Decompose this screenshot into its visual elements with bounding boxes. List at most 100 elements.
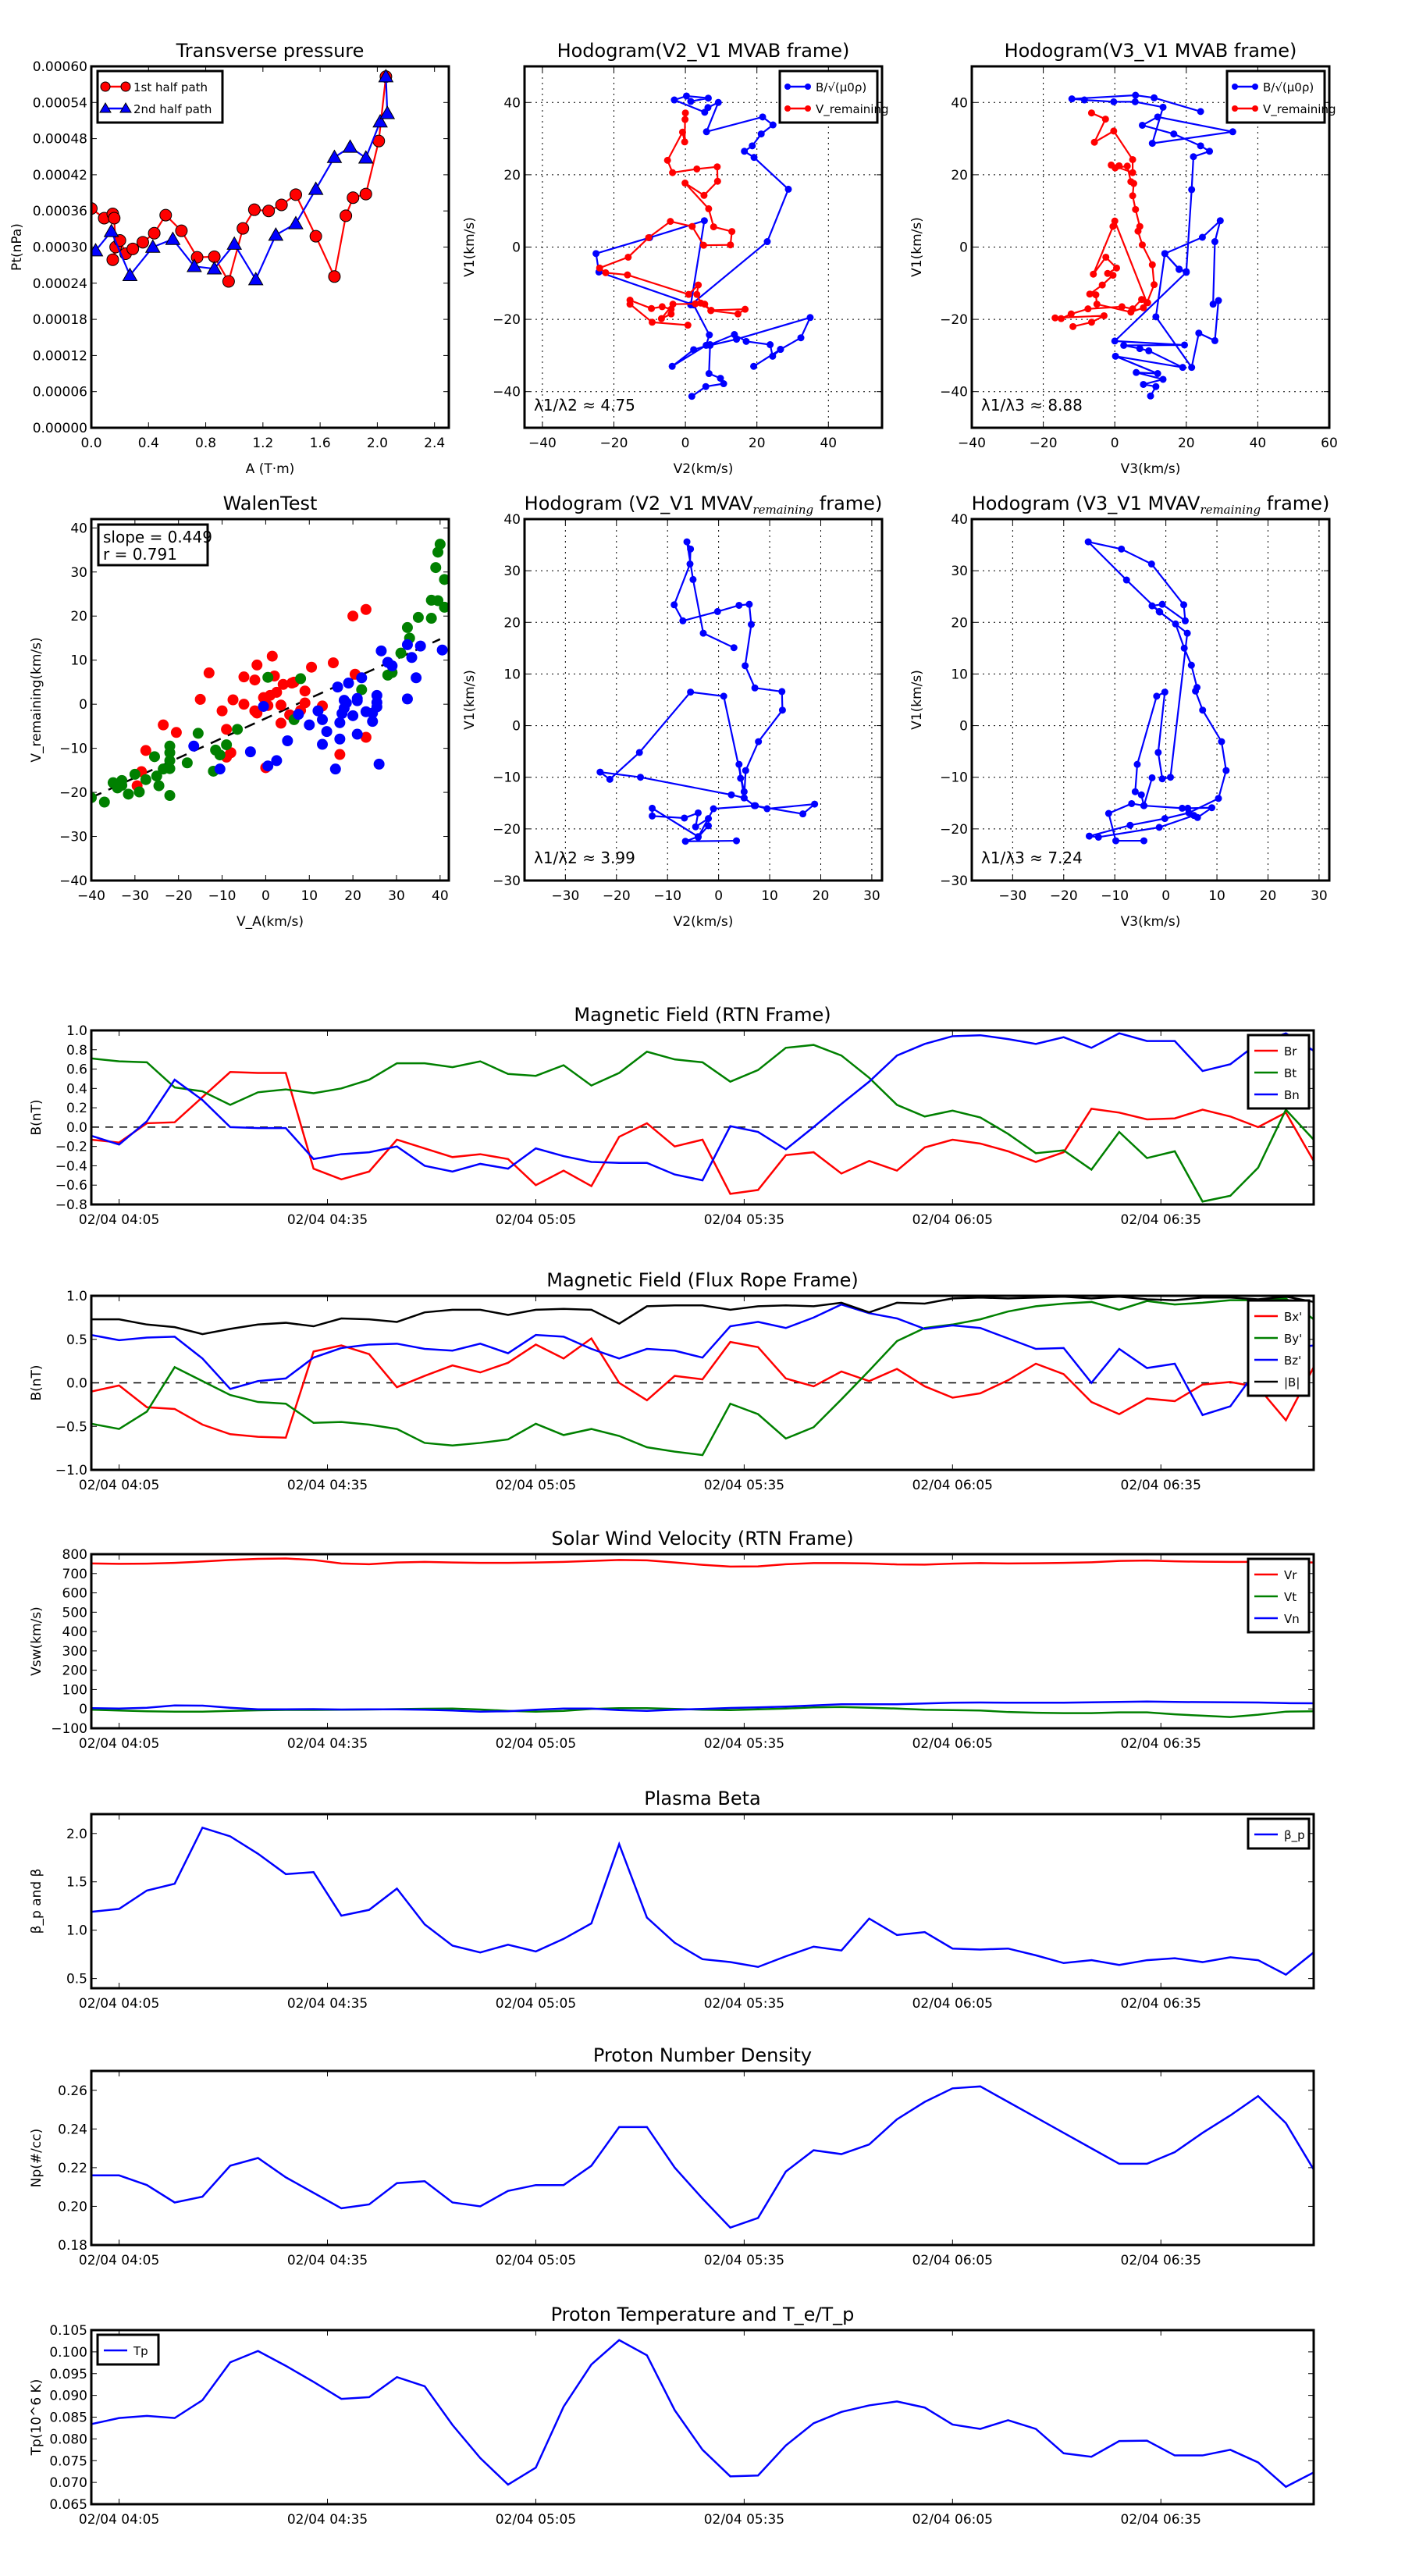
xtick-label: 02/04 05:35 (704, 2253, 784, 2268)
data-point (401, 693, 413, 705)
ytick-label: 0 (959, 719, 968, 735)
data-point (690, 346, 698, 354)
data-point (91, 792, 97, 803)
data-point (262, 671, 274, 683)
data-point (750, 362, 758, 370)
data-point (327, 657, 339, 669)
data-point (669, 301, 677, 308)
chart-title: Hodogram (V2_V1 MVAVremaining frame) (525, 493, 883, 517)
data-point (1180, 644, 1188, 652)
legend-label: Vr (1284, 1568, 1297, 1582)
data-point (1137, 791, 1145, 799)
xtick-label: 02/04 06:35 (1121, 1478, 1201, 1493)
data-point (1215, 795, 1222, 802)
data-point (275, 198, 288, 212)
data-point (681, 180, 689, 187)
data-point (293, 709, 304, 720)
legend-label: Bt (1284, 1066, 1297, 1080)
legend-label: Bx' (1284, 1310, 1302, 1324)
data-point (1198, 233, 1206, 241)
data-point (730, 644, 738, 652)
xtick-label: 20 (1178, 436, 1195, 451)
data-point (347, 710, 359, 721)
xtick-label: 20 (749, 436, 766, 451)
data-point (359, 187, 372, 201)
ytick-label: 700 (62, 1567, 87, 1582)
x-axis-label: V_A(km/s) (237, 914, 304, 930)
xtick-label: 30 (1311, 888, 1328, 904)
data-point (1129, 169, 1136, 176)
data-point (1140, 380, 1147, 388)
ytick-label: 0.00006 (33, 385, 87, 400)
data-point (769, 352, 777, 360)
data-point (692, 300, 699, 308)
data-point (669, 169, 677, 176)
series-line-Bx' (91, 1336, 1314, 1439)
data-point (1111, 217, 1119, 225)
legend-marker (1232, 105, 1238, 112)
data-point (694, 809, 702, 817)
xtick-label: 02/04 04:35 (287, 1996, 368, 2012)
data-point (1148, 602, 1156, 610)
data-point (238, 671, 250, 683)
data-point (1158, 775, 1166, 783)
legend-label: V_remaining (1263, 102, 1336, 117)
data-point (108, 212, 121, 225)
data-point (1222, 767, 1230, 774)
data-point (439, 574, 449, 585)
data-point (1209, 301, 1217, 308)
xtick-label: 0 (1161, 888, 1170, 904)
plot-area (1051, 91, 1236, 400)
data-point (288, 215, 304, 229)
data-point (136, 236, 149, 249)
data-point (214, 749, 226, 761)
data-point (372, 113, 388, 128)
data-point (1197, 142, 1204, 150)
data-point (685, 290, 692, 298)
data-point (720, 692, 727, 700)
data-point (221, 739, 233, 751)
y-axis-label: V1(km/s) (909, 217, 925, 277)
data-point (624, 271, 631, 279)
data-point (1132, 205, 1140, 213)
legend-label: 1st half path (133, 80, 208, 94)
series-line-Np (91, 2085, 1314, 2229)
legend-marker (99, 102, 112, 113)
ytick-label: 0.26 (58, 2083, 87, 2099)
data-point (592, 250, 600, 258)
data-point (1126, 821, 1134, 829)
data-point (1133, 760, 1141, 768)
xtick-label: 02/04 06:35 (1121, 1736, 1201, 1752)
plot-area (91, 69, 396, 288)
data-point (1058, 315, 1065, 322)
y-axis-label: B(nT) (29, 1364, 44, 1400)
xtick-label: 02/04 06:35 (1121, 2253, 1201, 2268)
xtick-label: 02/04 04:05 (79, 1478, 159, 1493)
data-point (657, 315, 665, 322)
xtick-label: −30 (551, 888, 579, 904)
data-point (759, 113, 767, 121)
chart-title: Plasma Beta (644, 1788, 760, 1809)
chart-title: Magnetic Field (Flux Rope Frame) (546, 1269, 858, 1291)
series-line-Vn (91, 1700, 1314, 1713)
data-point (164, 790, 176, 802)
data-point (1112, 352, 1119, 360)
data-point (247, 203, 261, 216)
plot-area (596, 538, 819, 845)
data-point (688, 393, 695, 400)
data-point (332, 681, 343, 693)
series-line-Vr (91, 1557, 1314, 1568)
data-point (681, 814, 688, 822)
data-point (371, 701, 382, 713)
data-point (1110, 98, 1118, 105)
data-point (1101, 116, 1109, 123)
xtick-label: 02/04 04:05 (79, 1212, 159, 1228)
data-point (742, 662, 749, 670)
legend-marker (120, 81, 131, 92)
data-point (635, 749, 643, 756)
xtick-label: 02/04 06:35 (1121, 2512, 1201, 2528)
data-point (342, 139, 358, 153)
data-point (1080, 96, 1088, 104)
data-point (733, 837, 741, 845)
data-point (266, 650, 278, 662)
